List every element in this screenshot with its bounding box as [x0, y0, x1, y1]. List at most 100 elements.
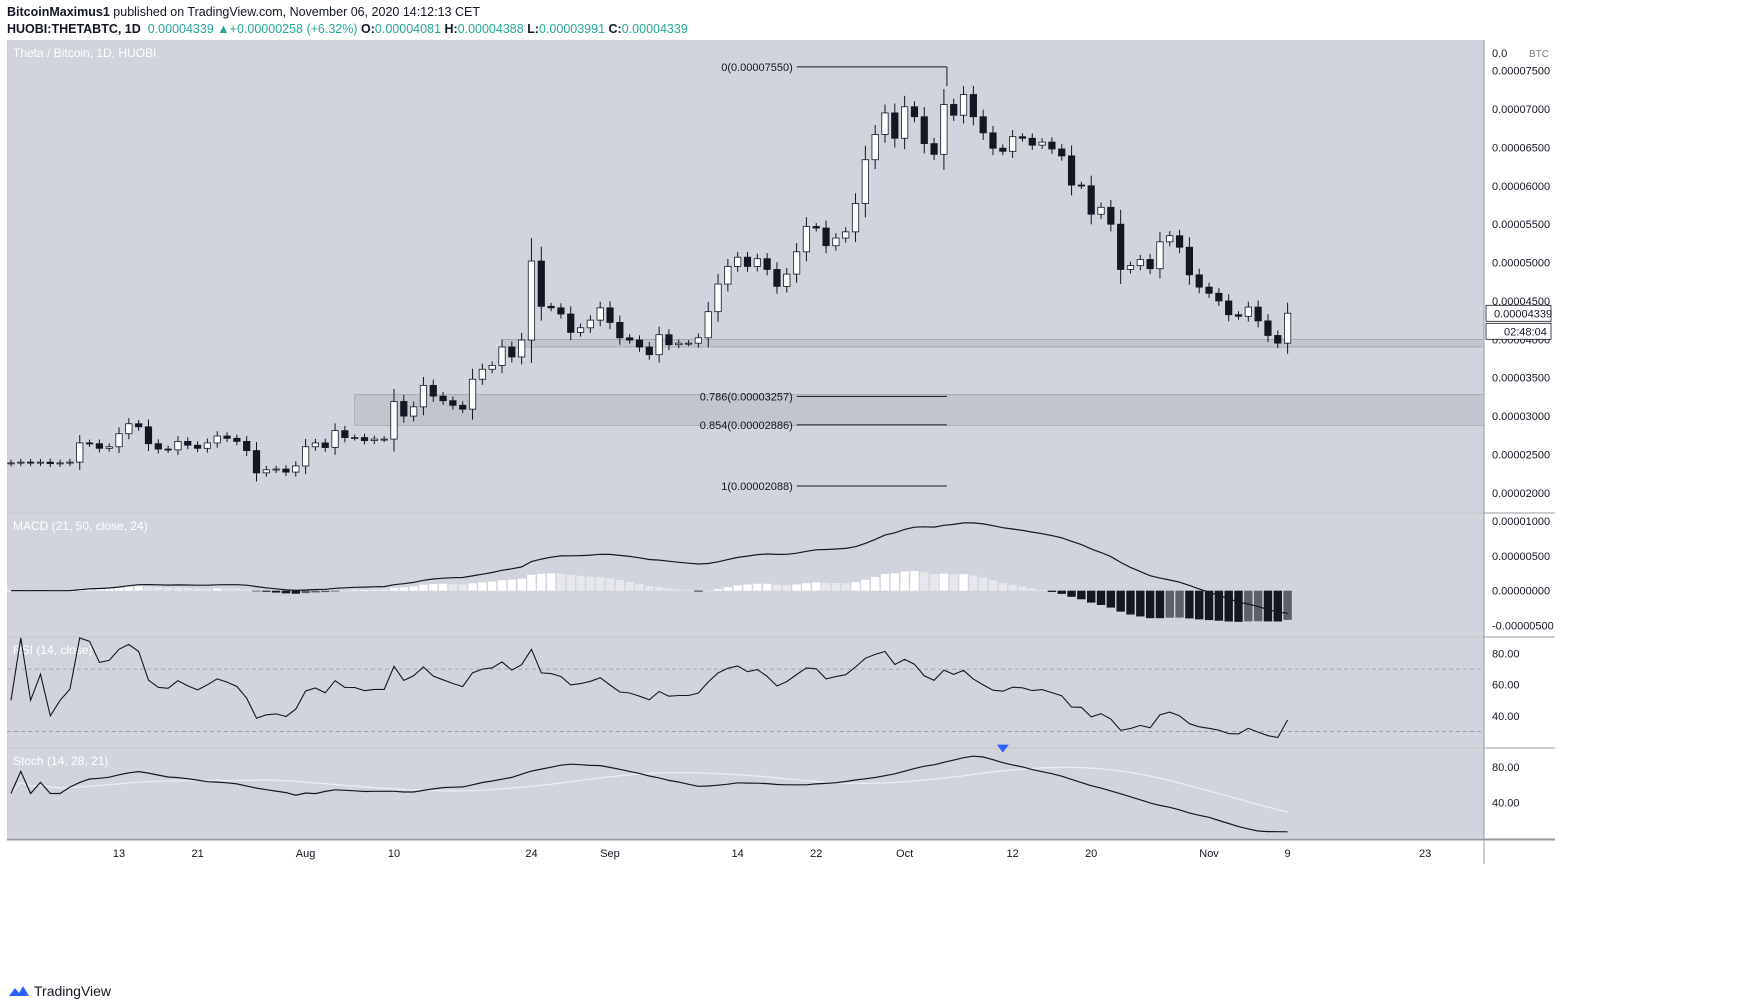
candle	[27, 461, 35, 464]
candle	[66, 461, 74, 464]
published-text: published on TradingView.com, November 0…	[113, 5, 480, 19]
candle	[1136, 259, 1144, 267]
macd-bar	[301, 590, 310, 594]
macd-bar	[684, 590, 693, 592]
candle	[773, 269, 781, 287]
x-tick-label: Oct	[896, 848, 913, 860]
macd-bar	[1185, 590, 1194, 619]
macd-bar	[222, 588, 232, 591]
low-value: 0.00003991	[539, 22, 606, 36]
time-axis	[7, 840, 1555, 864]
candle	[959, 94, 968, 116]
macd-label: MACD (21, 50, close, 24)	[13, 519, 148, 533]
macd-bar	[458, 584, 467, 591]
x-tick-label: 14	[732, 848, 744, 860]
candle	[812, 226, 820, 229]
fib-level-label: 1(0.00002088)	[721, 481, 793, 493]
macd-bar	[1067, 590, 1076, 597]
candle	[1215, 292, 1223, 302]
macd-bar	[939, 573, 949, 591]
macd-bar	[468, 583, 477, 591]
y-tick-label: 0.00005500	[1492, 219, 1550, 231]
candle	[351, 437, 359, 439]
candle	[252, 450, 261, 474]
candle	[95, 443, 103, 449]
macd-bar	[1244, 590, 1253, 622]
close-value: 0.00004339	[621, 22, 688, 36]
candle	[969, 94, 977, 118]
macd-bar	[713, 589, 723, 591]
candle	[783, 273, 791, 287]
candle	[1274, 335, 1282, 344]
candles-group	[7, 85, 1292, 482]
candle	[1048, 141, 1056, 150]
up-arrow-icon: ▲	[217, 22, 230, 36]
candle	[459, 404, 467, 410]
candle	[282, 468, 290, 473]
candle	[223, 435, 231, 439]
macd-bar	[281, 590, 291, 594]
macd-bar	[232, 588, 242, 591]
macd-bar	[487, 581, 497, 591]
macd-bar	[379, 589, 389, 591]
macd-bar	[330, 590, 340, 592]
candle	[793, 251, 801, 275]
macd-bar	[753, 583, 762, 591]
candle	[1195, 274, 1203, 288]
candle	[184, 440, 192, 446]
candle	[920, 116, 928, 145]
macd-bar	[654, 586, 664, 591]
fib-level-label: 0(0.00007550)	[721, 62, 793, 74]
candle	[1254, 306, 1262, 322]
stoch-y-tick: 80.00	[1492, 762, 1520, 774]
candle	[243, 440, 251, 452]
candle	[891, 112, 899, 139]
support-zone-lower	[354, 394, 1485, 426]
candle	[586, 319, 594, 329]
macd-bar	[252, 590, 261, 592]
macd-bar	[1283, 590, 1292, 620]
macd-bar	[851, 582, 860, 591]
candle	[46, 461, 54, 465]
x-tick-label: 12	[1007, 848, 1019, 860]
y-tick-label: 0.00002000	[1492, 488, 1550, 500]
macd-bar	[969, 575, 978, 591]
candle	[7, 462, 15, 465]
candle	[262, 469, 270, 474]
price-pane	[7, 40, 1484, 512]
candle	[331, 430, 339, 448]
macd-bar	[605, 578, 615, 591]
candle	[301, 446, 310, 467]
publisher-name[interactable]: BitcoinMaximus1	[7, 5, 110, 19]
tradingview-logo[interactable]: TradingView	[8, 983, 111, 999]
macd-bar	[95, 588, 104, 591]
candle	[694, 337, 703, 344]
candle	[164, 448, 172, 451]
candle	[1126, 265, 1135, 270]
macd-bar	[1136, 590, 1145, 617]
candle	[478, 368, 486, 380]
candle	[233, 437, 241, 442]
macd-y-tick: 0.00000000	[1492, 586, 1550, 598]
last-price-tag: 0.00004339	[1494, 308, 1552, 320]
macd-bar	[105, 588, 114, 591]
candle	[439, 395, 447, 402]
candle	[518, 339, 526, 358]
candle	[1067, 155, 1076, 186]
macd-bar	[1145, 590, 1155, 619]
macd-y-tick: 0.00000500	[1492, 551, 1550, 563]
macd-bar	[242, 589, 251, 591]
x-tick-label: 21	[191, 848, 203, 860]
macd-bar	[213, 588, 222, 591]
macd-bar	[1263, 590, 1273, 622]
macd-bar	[586, 576, 595, 591]
macd-bar	[173, 587, 183, 591]
candle	[272, 468, 280, 471]
macd-bar	[134, 586, 143, 591]
macd-bar	[1273, 590, 1282, 622]
macd-bar	[311, 590, 320, 593]
macd-bar	[772, 584, 782, 591]
macd-bar	[144, 586, 153, 591]
candle	[76, 442, 84, 463]
